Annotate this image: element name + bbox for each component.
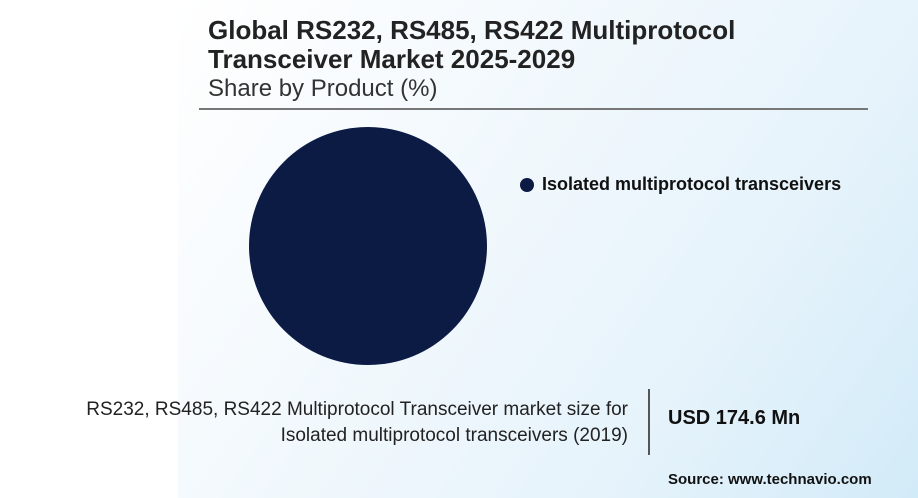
value-divider [648, 389, 650, 455]
legend: Isolated multiprotocol transceivers [520, 174, 841, 195]
pie-chart [249, 127, 487, 365]
legend-swatch [520, 177, 534, 192]
description-line-2: Isolated multiprotocol transceivers (201… [280, 425, 628, 446]
market-size-value: USD 174.6 Mn [668, 407, 801, 429]
chart-subtitle: Share by Product (%) [208, 75, 438, 102]
pie-slice [249, 127, 487, 365]
chart-title: Global RS232, RS485, RS422 Multiprotocol… [208, 15, 736, 74]
market-size-description: RS232, RS485, RS422 Multiprotocol Transc… [0, 397, 628, 449]
description-line-1: RS232, RS485, RS422 Multiprotocol Transc… [86, 399, 628, 420]
legend-label: Isolated multiprotocol transceivers [542, 174, 842, 194]
source-credit: Source: www.technavio.com [668, 471, 872, 488]
title-divider [199, 108, 868, 110]
